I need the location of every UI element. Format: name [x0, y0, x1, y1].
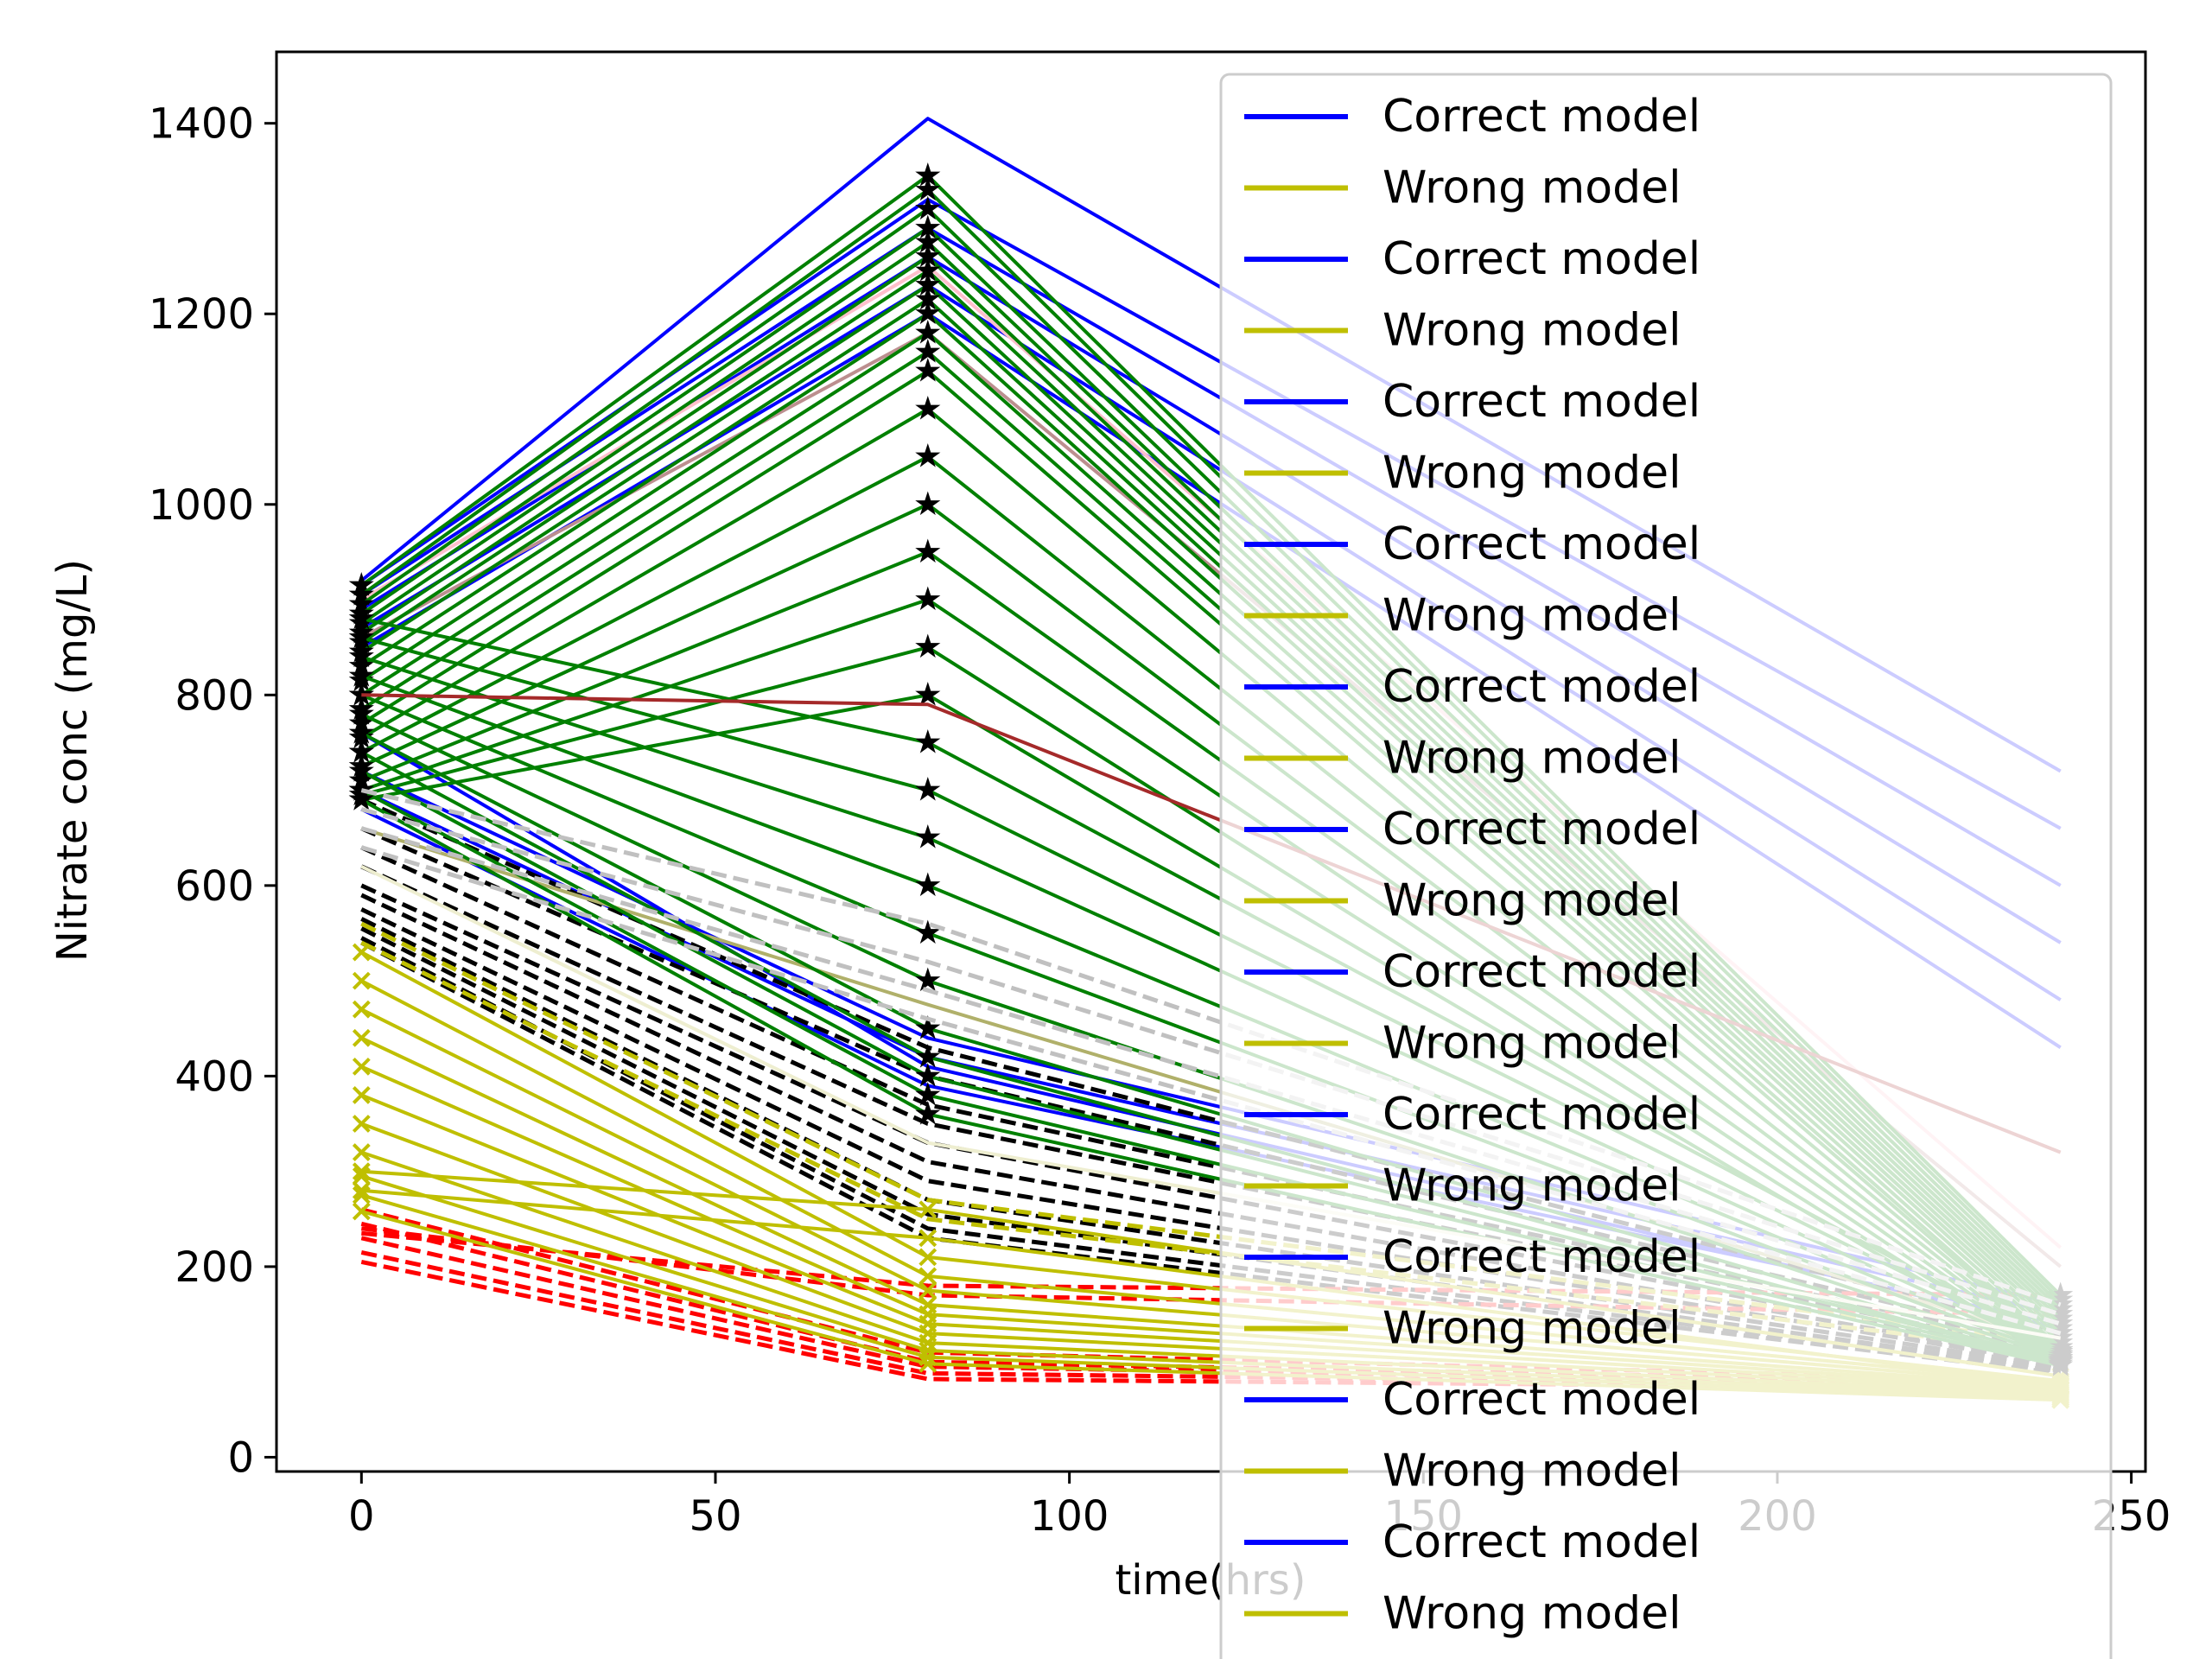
series-40-marker-0	[352, 1202, 371, 1221]
legend-label-7: Wrong model	[1382, 590, 1681, 642]
y-tick-label-2: 400	[175, 1052, 254, 1101]
series-32-marker-1	[918, 1281, 938, 1300]
series-43-marker-0	[352, 1162, 371, 1181]
legend-label-10: Correct model	[1382, 804, 1700, 855]
series-33-marker-0	[352, 1028, 371, 1047]
series-67-marker-1: ★	[913, 771, 943, 809]
series-73-marker-0: ★	[346, 733, 376, 771]
series-52-marker-1: ★	[913, 251, 943, 289]
y-tick-label-3: 600	[175, 862, 254, 911]
plot-frame	[275, 50, 2147, 1473]
legend-label-5: Wrong model	[1382, 448, 1681, 499]
series-36-marker-0	[352, 1115, 371, 1133]
series-48-marker-1: ★	[913, 189, 943, 227]
legend-label-2: Correct model	[1382, 233, 1700, 285]
series-69-marker-0: ★	[346, 656, 376, 694]
series-68-marker-0: ★	[346, 637, 376, 675]
y-tick-label-1: 200	[175, 1243, 254, 1292]
legend-label-1: Wrong model	[1382, 162, 1681, 214]
legend-label-15: Wrong model	[1382, 1160, 1681, 1212]
series-37-marker-0	[352, 1143, 371, 1162]
series-55-marker-1: ★	[913, 294, 943, 332]
series-57-marker-1: ★	[913, 332, 943, 370]
series-60-marker-1: ★	[913, 437, 943, 475]
series-line-15	[360, 864, 2062, 1355]
series-61-marker-1: ★	[913, 485, 943, 523]
legend-label-0: Correct model	[1382, 91, 1700, 143]
series-43-marker-1	[918, 1200, 938, 1219]
series-70-marker-1: ★	[913, 913, 943, 951]
y-axis-label: Nitrate conc (mg/L)	[48, 559, 97, 962]
series-58-marker-0: ★	[346, 703, 376, 741]
y-tick-label-5: 1000	[149, 481, 254, 530]
legend-label-14: Correct model	[1382, 1089, 1700, 1141]
legend-label-6: Correct model	[1382, 518, 1700, 570]
legend-entries: Correct model Wrong model Correct model Wro…	[1244, 91, 1700, 1640]
y-tick-label-0: 0	[227, 1433, 254, 1482]
legend-label-19: Wrong model	[1382, 1446, 1681, 1497]
series-30-marker-1	[918, 1248, 938, 1267]
series-line-41	[360, 921, 2062, 1345]
series-34-marker-0	[352, 1057, 371, 1076]
series-63-marker-1: ★	[913, 580, 943, 618]
series-56-marker-1: ★	[913, 313, 943, 351]
series-67-marker-0: ★	[346, 618, 376, 656]
legend-label-3: Wrong model	[1382, 305, 1681, 357]
y-tick-label-4: 800	[175, 671, 254, 720]
series-31-marker-0	[352, 971, 371, 990]
series-47-marker-1: ★	[913, 170, 943, 208]
legend-label-9: Wrong model	[1382, 733, 1681, 785]
series-72-marker-1: ★	[913, 1008, 943, 1046]
legend-label-13: Wrong model	[1382, 1018, 1681, 1070]
series-31-marker-1	[918, 1267, 938, 1286]
series-54-marker-1: ★	[913, 280, 943, 318]
legend: Correct model Wrong model Correct model Wro…	[1219, 73, 2113, 1659]
series-46-marker-1: ★	[913, 156, 943, 194]
series-66-marker-1: ★	[913, 722, 943, 760]
series-59-marker-1: ★	[913, 390, 943, 428]
series-71-marker-0: ★	[346, 694, 376, 732]
x-tick-label-0: 0	[348, 1492, 375, 1541]
y-axis-ticks: 0 200 400 600 800 1000 1200 1400	[149, 100, 276, 1482]
legend-label-16: Correct model	[1382, 1231, 1700, 1283]
series-49-marker-1: ★	[913, 208, 943, 246]
series-44-marker-1	[918, 1229, 938, 1248]
series-53-marker-1: ★	[913, 265, 943, 303]
x-tick-label-1: 50	[689, 1492, 741, 1541]
series-35-marker-0	[352, 1086, 371, 1104]
legend-box	[1219, 73, 2113, 1659]
y-tick-label-6: 1200	[149, 290, 254, 339]
series-75-marker-0: ★	[346, 771, 376, 809]
legend-label-12: Correct model	[1382, 946, 1700, 998]
legend-label-20: Correct model	[1382, 1516, 1700, 1568]
series-40-marker-1	[918, 1354, 938, 1373]
series-32-marker-0	[352, 1000, 371, 1019]
series-69-marker-1: ★	[913, 866, 943, 904]
series-51-marker-1: ★	[913, 237, 943, 275]
series-58-marker-1: ★	[913, 351, 943, 389]
series-62-marker-1: ★	[913, 532, 943, 570]
series-74-marker-0: ★	[346, 752, 376, 790]
x-tick-label-2: 100	[1030, 1492, 1109, 1541]
y-tick-label-7: 1400	[149, 100, 254, 149]
series-50-marker-1: ★	[913, 223, 943, 261]
series-line-42	[360, 940, 2061, 1355]
series-66-marker-0: ★	[346, 599, 376, 637]
legend-label-21: Wrong model	[1382, 1588, 1681, 1640]
legend-label-17: Wrong model	[1382, 1303, 1681, 1355]
series-64-marker-1: ★	[913, 627, 943, 665]
series-76-marker-1: ★	[913, 1095, 943, 1133]
series-73-marker-1: ★	[913, 1037, 943, 1075]
legend-label-18: Correct model	[1382, 1374, 1700, 1426]
series-72-marker-0: ★	[346, 713, 376, 751]
legend-label-11: Wrong model	[1382, 875, 1681, 927]
series-68-marker-1: ★	[913, 818, 943, 856]
series-44-marker-0	[352, 1181, 371, 1200]
legend-label-8: Correct model	[1382, 661, 1700, 713]
legend-label-4: Correct model	[1382, 376, 1700, 428]
